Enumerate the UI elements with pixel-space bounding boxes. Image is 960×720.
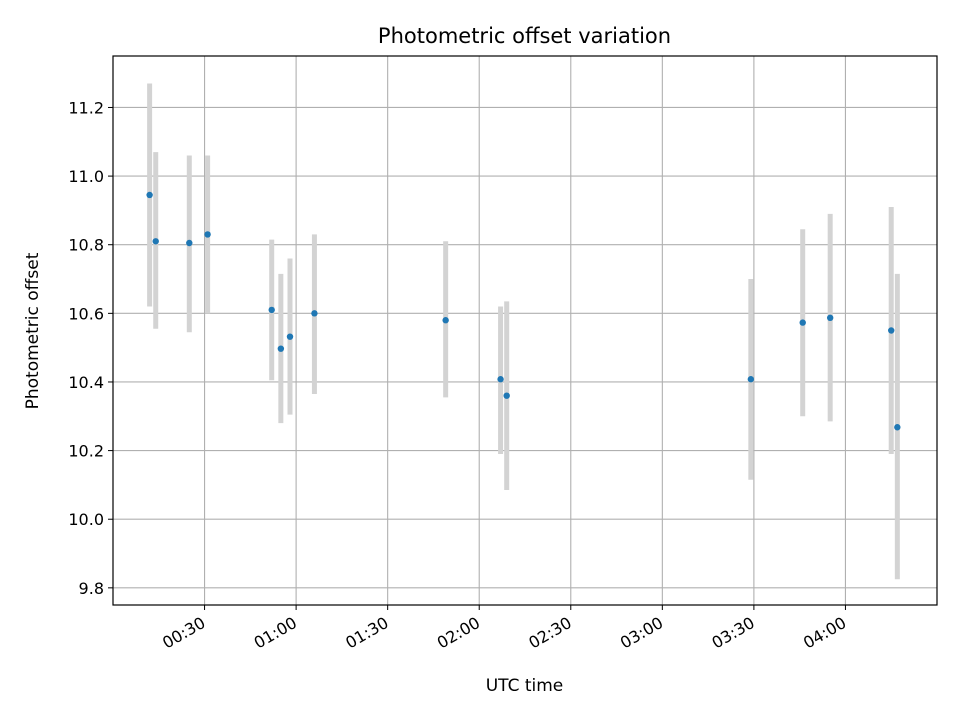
y-axis-title: Photometric offset — [23, 252, 43, 409]
data-point — [277, 345, 285, 352]
x-tick-label: 04:00 — [800, 613, 849, 653]
y-tick-label: 9.8 — [79, 579, 104, 598]
y-tick-label: 10.4 — [68, 373, 104, 392]
data-point — [286, 333, 294, 340]
x-tick-label: 02:30 — [525, 613, 574, 653]
data-point — [146, 191, 153, 199]
x-tick-label: 01:00 — [251, 613, 300, 653]
y-tick-label: 10.6 — [68, 304, 104, 323]
error-bars — [147, 83, 900, 580]
data-point — [442, 317, 449, 324]
chart-title: Photometric offset variation — [378, 24, 671, 48]
x-tick-label: 03:30 — [708, 613, 757, 653]
data-point — [152, 238, 159, 245]
y-axis: 9.8 10.0 10.2 10.4 10.6 10.8 11.0 11.2 — [68, 98, 113, 598]
plot-frame — [112, 55, 938, 606]
x-tick-label: 01:30 — [342, 613, 391, 653]
data-point — [186, 239, 193, 247]
data-point — [311, 310, 318, 317]
data-point — [894, 424, 901, 431]
x-tick-label: 02:00 — [434, 613, 483, 653]
x-axis-title: UTC time — [486, 676, 564, 696]
data-point — [503, 392, 510, 399]
y-tick-label: 11.0 — [68, 167, 104, 186]
x-tick-label: 00:30 — [159, 613, 208, 653]
x-axis: 00:30 01:00 01:30 02:00 02:30 03:00 03:30 04:00 — [159, 605, 849, 653]
grid — [113, 56, 937, 605]
data-point — [497, 376, 504, 383]
data-point — [204, 231, 211, 238]
data-point — [888, 327, 895, 334]
y-tick-label: 11.2 — [68, 98, 104, 117]
y-tick-label: 10.0 — [68, 510, 104, 529]
data-point — [799, 319, 806, 326]
y-tick-label: 10.2 — [68, 442, 104, 461]
data-points — [146, 191, 901, 431]
data-point — [747, 376, 755, 383]
y-tick-label: 10.8 — [68, 236, 104, 255]
data-point — [826, 314, 834, 322]
x-tick-label: 03:00 — [617, 613, 666, 653]
data-point — [268, 306, 275, 314]
